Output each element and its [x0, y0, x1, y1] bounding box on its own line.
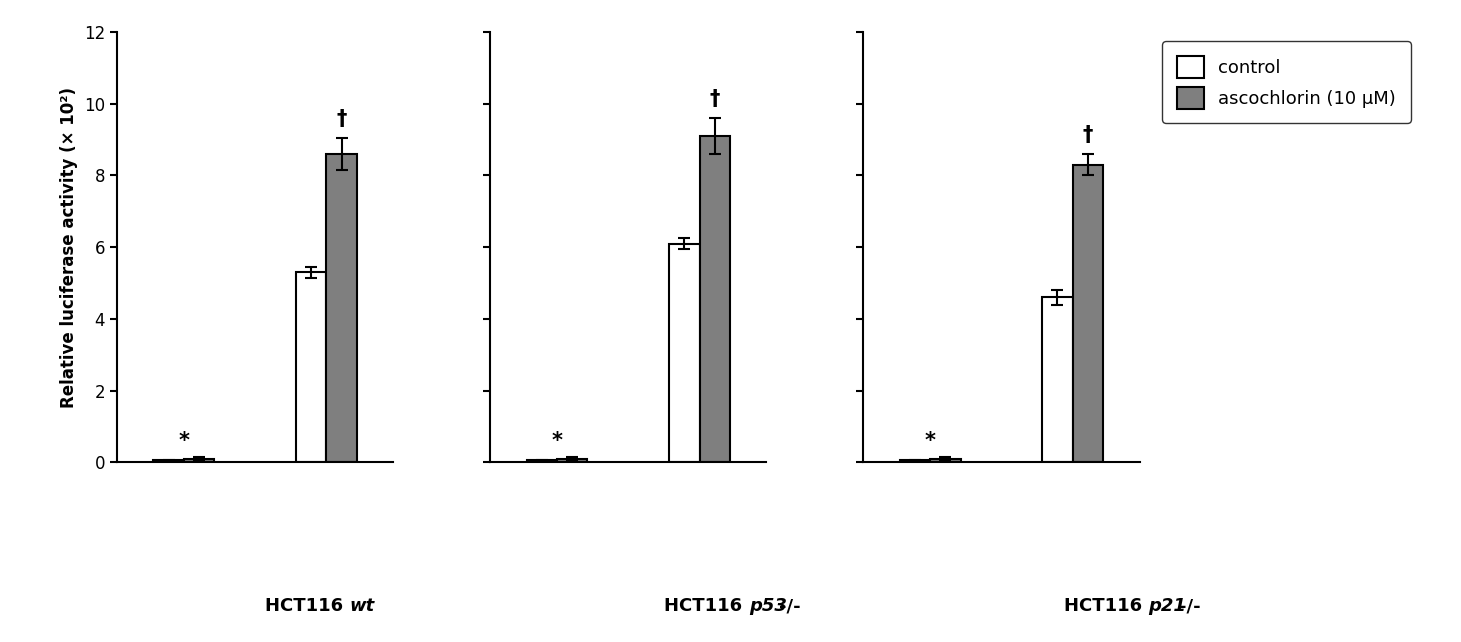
Text: HCT116: HCT116 [665, 597, 748, 615]
Legend: control, ascochlorin (10 μM): control, ascochlorin (10 μM) [1163, 41, 1410, 123]
Bar [297, 272, 326, 462]
Text: -/-: -/- [1179, 597, 1201, 615]
Text: †: † [710, 89, 720, 109]
Text: p21: p21 [1148, 597, 1186, 615]
Bar [557, 458, 587, 462]
Y-axis label: Relative luciferase activity (× 10²): Relative luciferase activity (× 10²) [60, 87, 79, 408]
Text: †: † [336, 109, 346, 129]
Text: *: * [178, 431, 190, 451]
Text: *: * [925, 431, 935, 451]
Bar [669, 243, 700, 462]
Text: wt: wt [349, 597, 374, 615]
Bar [153, 460, 184, 462]
Bar [900, 460, 931, 462]
Text: p53: p53 [748, 597, 786, 615]
Bar [326, 154, 356, 462]
Bar [184, 458, 215, 462]
Bar [1072, 165, 1103, 462]
Text: HCT116: HCT116 [1064, 597, 1148, 615]
Text: *: * [551, 431, 562, 451]
Bar [700, 136, 730, 462]
Bar [1042, 297, 1072, 462]
Text: HCT116: HCT116 [264, 597, 349, 615]
Bar [526, 460, 557, 462]
Text: †: † [1083, 125, 1093, 145]
Bar [931, 458, 960, 462]
Text: -/-: -/- [780, 597, 801, 615]
